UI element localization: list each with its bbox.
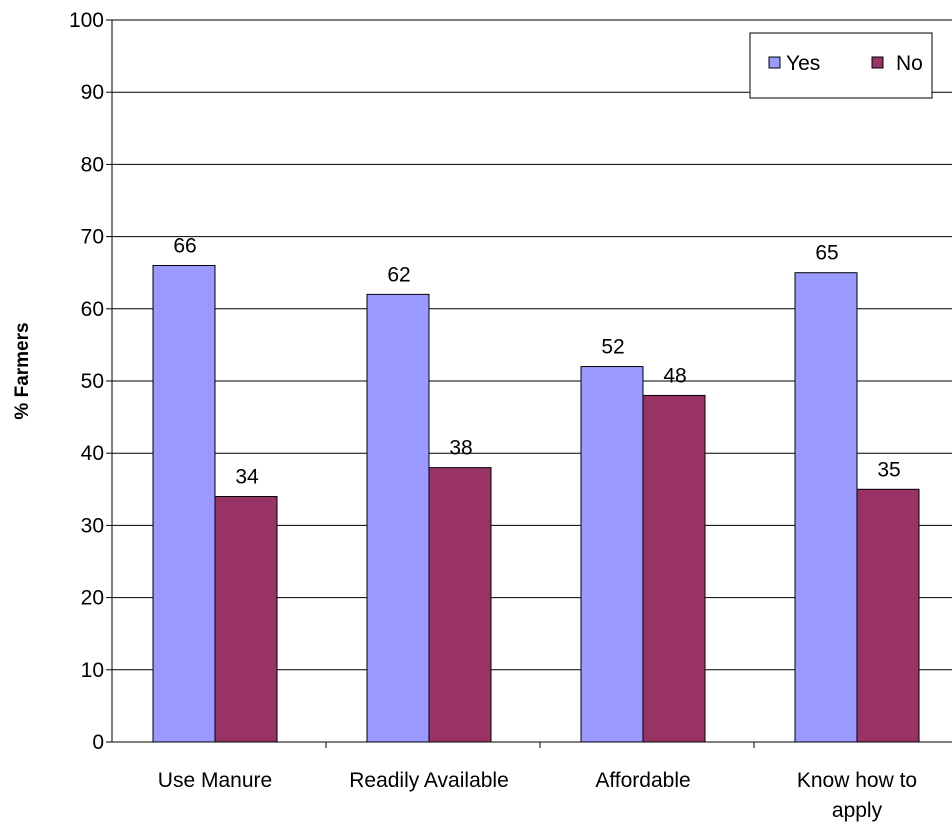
bar-no — [214, 496, 278, 743]
y-tick-label: 10 — [81, 659, 104, 682]
data-label-yes: 66 — [173, 234, 196, 257]
bar-yes — [794, 272, 858, 743]
bars — [152, 264, 920, 743]
y-tick-label: 50 — [81, 370, 104, 393]
category-label: Readily Available — [349, 769, 509, 792]
data-label-no: 48 — [663, 364, 686, 387]
y-axis-title: % Farmers — [12, 322, 33, 419]
data-label-yes: 62 — [387, 263, 410, 286]
y-tick-label: 40 — [81, 442, 104, 465]
axes — [106, 19, 952, 748]
category-label: Know how to apply — [797, 769, 917, 822]
y-tick-label: 100 — [69, 9, 104, 32]
y-tick-label: 0 — [92, 731, 104, 754]
category-label: Use Manure — [158, 769, 272, 792]
bar-no — [428, 467, 492, 743]
y-tick-label: 30 — [81, 514, 104, 537]
legend-label-yes: Yes — [786, 52, 820, 75]
category-label: Affordable — [595, 769, 690, 792]
data-label-no: 35 — [877, 458, 900, 481]
legend: Yes No — [749, 32, 933, 99]
data-labels: 66 34 62 38 52 48 65 35 — [173, 234, 900, 488]
legend-label-no: No — [896, 52, 923, 75]
data-label-yes: 52 — [601, 336, 624, 359]
bar-no — [856, 488, 920, 743]
y-tick-label: 20 — [81, 587, 104, 610]
legend-swatch-no — [871, 56, 884, 69]
data-label-yes: 65 — [815, 242, 838, 265]
data-label-no: 34 — [235, 466, 259, 489]
y-tick-labels: 0 10 20 30 40 50 60 70 80 90 100 — [69, 9, 104, 754]
y-tick-label: 60 — [81, 298, 104, 321]
y-tick-label: 80 — [81, 153, 104, 176]
bar-no — [642, 394, 706, 743]
bar-yes — [580, 366, 644, 743]
bar-yes — [152, 264, 216, 743]
category-labels: Use Manure Readily Available Affordable Kno… — [158, 769, 917, 822]
legend-swatch-yes — [768, 56, 781, 69]
y-tick-label: 70 — [81, 226, 104, 249]
y-tick-label: 90 — [81, 81, 104, 104]
bar-yes — [366, 293, 430, 743]
data-label-no: 38 — [449, 437, 472, 460]
